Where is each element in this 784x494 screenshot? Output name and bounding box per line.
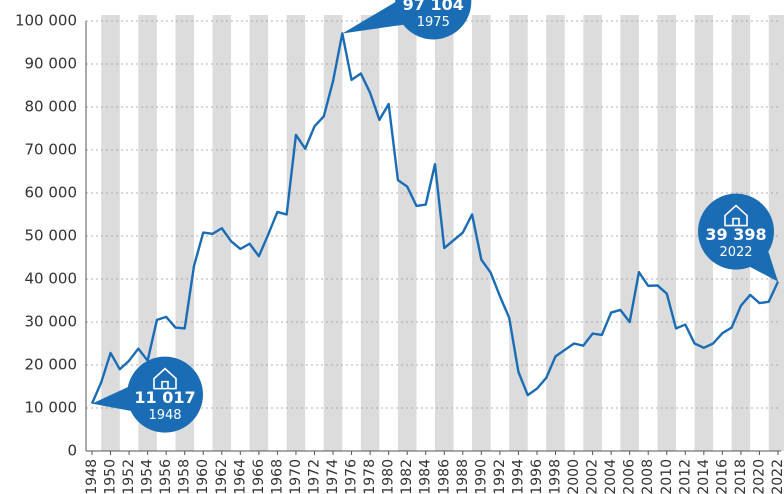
x-tick-label: 2020 xyxy=(751,459,767,494)
x-tick-label: 1960 xyxy=(195,459,211,494)
x-tick-label: 1976 xyxy=(344,459,360,494)
x-tick-label: 2004 xyxy=(603,459,619,494)
x-tick-label: 1952 xyxy=(121,459,137,494)
callout-bubble xyxy=(698,193,774,270)
y-tick-label: 20 000 xyxy=(25,356,78,374)
x-tick-label: 1980 xyxy=(381,459,397,494)
y-tick-label: 40 000 xyxy=(25,270,78,288)
callout-pointer xyxy=(750,251,778,282)
stripe xyxy=(360,15,380,451)
stripe xyxy=(175,15,194,451)
x-tick-label: 2014 xyxy=(696,459,712,494)
stripe xyxy=(323,15,343,451)
callout-bubble xyxy=(395,0,472,40)
x-tick-label: 1948 xyxy=(84,459,100,494)
stripe xyxy=(212,15,232,451)
x-tick-label: 2022 xyxy=(770,459,784,494)
x-tick-label: 1990 xyxy=(473,459,489,494)
x-tick-label: 1984 xyxy=(418,459,434,494)
x-tick-label: 1986 xyxy=(436,459,452,494)
callout-year: 1975 xyxy=(417,15,450,30)
stripe xyxy=(657,15,677,451)
x-tick-label: 1988 xyxy=(455,459,471,494)
y-tick-label: 70 000 xyxy=(25,141,78,159)
x-tick-label: 1972 xyxy=(306,459,322,494)
x-tick-label: 1994 xyxy=(510,459,526,494)
x-tick-label: 1996 xyxy=(529,459,545,494)
x-tick-label: 1992 xyxy=(492,459,508,494)
stripe xyxy=(101,15,120,451)
y-tick-label: 50 000 xyxy=(25,227,78,245)
series-line xyxy=(90,32,780,405)
y-tick-label: 0 xyxy=(67,442,77,460)
plot: 1948 1950 1952 1954 1956 1958 1960 1962 1964 1966… xyxy=(15,0,784,494)
x-tick-label: 1974 xyxy=(325,459,341,494)
callout-value: 11 017 xyxy=(134,388,195,407)
y-tick-label: 90 000 xyxy=(25,55,78,73)
callout-value: 39 398 xyxy=(705,225,766,244)
stripe xyxy=(472,15,491,451)
x-tick-label: 1970 xyxy=(288,459,304,494)
x-tick-label: 1954 xyxy=(140,459,156,494)
x-tick-label: 1962 xyxy=(214,459,230,494)
y-tick-label: 80 000 xyxy=(25,98,78,116)
house-icon xyxy=(153,367,177,390)
stripe xyxy=(620,15,639,451)
stripe xyxy=(435,15,454,451)
y-tick-label: 30 000 xyxy=(25,313,78,331)
stripes xyxy=(101,15,784,451)
x-tick-label: 2016 xyxy=(714,459,730,494)
stripe xyxy=(397,15,417,451)
x-tick-label: 1966 xyxy=(251,459,267,494)
x-tick-label: 2012 xyxy=(677,459,693,494)
x-tick-label: 2018 xyxy=(733,459,749,494)
stripe xyxy=(583,15,602,451)
x-tick-label: 2008 xyxy=(640,459,656,494)
y-tick-label: 100 000 xyxy=(15,12,77,30)
callout-pointer xyxy=(92,387,131,411)
x-tick-label: 2000 xyxy=(566,459,582,494)
stripe xyxy=(249,15,269,451)
x-tick-label: 2010 xyxy=(659,459,675,494)
y-tick-label: 10 000 xyxy=(25,399,78,417)
callout-value: 97 104 xyxy=(403,0,464,14)
x-tick-label: 1964 xyxy=(232,459,248,494)
callout-year: 2022 xyxy=(719,245,752,260)
x-tick-label: 1978 xyxy=(362,459,378,494)
stripe xyxy=(768,15,784,451)
x-tick-label: 2002 xyxy=(585,459,601,494)
callout-bubble xyxy=(127,356,203,433)
house-icon xyxy=(724,204,748,227)
x-tick-label: 1998 xyxy=(548,459,564,494)
callout-pointer xyxy=(342,2,404,34)
x-tick-label: 1950 xyxy=(103,459,119,494)
x-tick-label: 2006 xyxy=(622,459,638,494)
x-tick-label: 1982 xyxy=(399,459,415,494)
x-tick-label: 1968 xyxy=(269,459,285,494)
x-tick-label: 1958 xyxy=(177,459,193,494)
callout-year: 1948 xyxy=(148,408,181,423)
stripe xyxy=(546,15,565,451)
y-tick-label: 60 000 xyxy=(25,184,78,202)
stripe xyxy=(286,15,306,451)
x-tick-label: 1956 xyxy=(158,459,174,494)
